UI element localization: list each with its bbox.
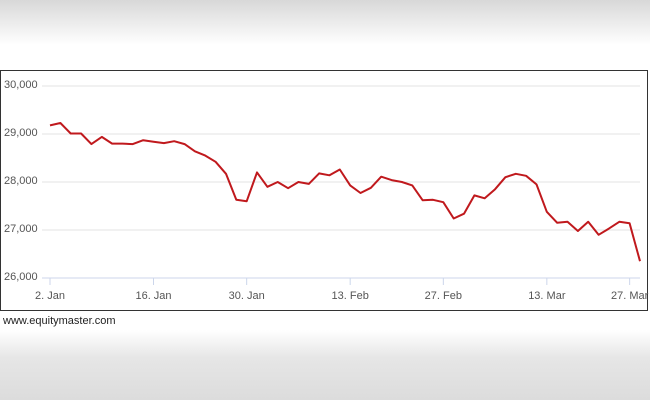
y-tick-label: 30,000: [4, 79, 38, 91]
top-blur: [0, 0, 650, 45]
x-tick-label: 16. Jan: [135, 290, 171, 302]
y-tick-label: 29,000: [4, 127, 38, 139]
bottom-blur: [0, 330, 650, 400]
x-tick-label: 30. Jan: [229, 290, 265, 302]
x-tick-label: 13. Mar: [528, 290, 566, 302]
price-line: [49, 122, 641, 262]
x-tick-label: 27. Feb: [425, 290, 462, 302]
x-tick-label: 13. Feb: [332, 290, 369, 302]
y-tick-label: 26,000: [4, 271, 38, 283]
y-tick-label: 28,000: [4, 175, 38, 187]
chart-frame: [0, 70, 648, 311]
source-label: www.equitymaster.com: [2, 315, 115, 327]
x-tick-label: 2. Jan: [35, 290, 65, 302]
y-tick-label: 27,000: [4, 223, 38, 235]
x-tick-label: 27. Mar: [611, 290, 649, 302]
